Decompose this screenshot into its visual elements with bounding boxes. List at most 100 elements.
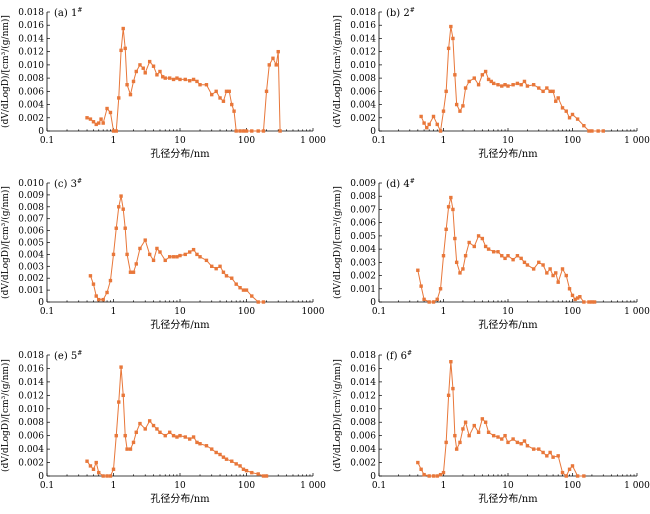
data-point <box>178 77 182 82</box>
data-point <box>119 194 123 198</box>
data-point <box>210 447 214 451</box>
y-axis-label: (dV/dLogD)/[cm³/(g/nm)] <box>332 15 343 128</box>
data-point <box>435 474 439 478</box>
data-point <box>500 437 504 441</box>
y-axis-label: (dV/dLogD)/[cm³/(g/nm)] <box>0 15 11 128</box>
x-tick-label: 10 <box>502 136 514 146</box>
x-tick-label: 100 <box>564 136 581 146</box>
data-point <box>453 433 457 438</box>
data-point <box>244 288 249 292</box>
y-tick-label: 0.016 <box>350 21 376 31</box>
x-tick-label: 0.1 <box>372 136 386 146</box>
data-point <box>451 207 455 212</box>
data-point <box>570 112 575 117</box>
data-point <box>567 116 572 120</box>
data-point <box>431 300 436 304</box>
data-point <box>506 84 510 88</box>
data-point <box>511 257 515 262</box>
data-point <box>131 440 136 445</box>
x-tick-label: 1 <box>111 307 117 317</box>
y-tick-label: 0.014 <box>350 34 376 44</box>
data-point <box>416 268 420 272</box>
data-point <box>188 437 192 441</box>
data-point <box>241 467 246 471</box>
data-point <box>515 254 520 258</box>
data-point <box>451 36 455 41</box>
data-point <box>163 258 167 263</box>
y-tick-label: 0.002 <box>350 272 376 282</box>
y-tick-label: 0.007 <box>18 215 44 225</box>
x-tick-label: 0.1 <box>372 307 386 317</box>
panel-label: (e) 5# <box>54 350 82 362</box>
data-point <box>151 423 156 428</box>
x-axis-label: 孔径分布/nm <box>150 492 210 505</box>
y-tick-label: 0.014 <box>18 34 44 44</box>
series-line <box>420 26 604 133</box>
data-point <box>188 79 192 83</box>
data-point <box>131 79 136 84</box>
y-tick-label: 0.010 <box>18 405 44 415</box>
data-point <box>438 472 443 477</box>
y-tick-label: 0.010 <box>350 405 376 415</box>
data-point <box>94 122 98 127</box>
data-point <box>451 386 455 391</box>
data-point <box>261 474 266 478</box>
data-point <box>143 427 147 431</box>
y-axis-label: (dV/dLogD)/[cm³/(g/nm)] <box>0 359 11 472</box>
data-point <box>486 430 491 435</box>
data-point <box>218 264 222 268</box>
data-point <box>422 297 426 302</box>
y-tick-label: 0.012 <box>350 48 376 58</box>
data-point <box>564 109 568 113</box>
data-point <box>191 77 196 82</box>
data-point <box>97 470 101 475</box>
y-tick-label: 0 <box>38 298 44 308</box>
y-tick-label: 0.002 <box>18 114 44 124</box>
y-tick-label: 0.004 <box>350 101 376 111</box>
data-point <box>454 447 459 451</box>
data-point <box>483 420 488 424</box>
y-tick-label: 0.012 <box>18 48 44 58</box>
data-point <box>224 89 229 94</box>
data-point <box>183 77 187 82</box>
y-tick-label: 0.004 <box>350 445 376 455</box>
data-point <box>163 76 167 80</box>
y-tick-label: 0.014 <box>18 378 44 388</box>
data-point <box>596 129 600 133</box>
data-point <box>250 129 254 133</box>
data-point <box>491 250 496 254</box>
data-point <box>564 474 568 478</box>
data-point <box>105 290 109 295</box>
chart-panel-5: 0.1 1 10 100 1 000 0 0.002 0.004 0.006 0.008 0.010… <box>0 350 326 505</box>
data-point <box>458 440 462 445</box>
data-point <box>556 280 560 284</box>
y-tick-label: 0.005 <box>18 239 44 249</box>
data-point <box>204 258 209 263</box>
data-point <box>221 99 226 103</box>
x-tick-label: 10 <box>174 307 186 317</box>
data-point <box>230 276 234 280</box>
x-tick-label: 0.1 <box>40 481 54 491</box>
y-tick-label: 0.002 <box>350 114 376 124</box>
data-point <box>256 300 260 304</box>
data-point <box>155 427 159 431</box>
x-tick-label: 1 000 <box>624 307 650 317</box>
y-tick-label: 0.007 <box>350 205 376 215</box>
data-point <box>435 122 439 127</box>
data-point <box>198 83 202 87</box>
data-point <box>91 120 96 124</box>
data-point <box>453 236 457 241</box>
data-point <box>522 79 527 84</box>
data-point <box>575 296 580 300</box>
y-tick-label: 0.005 <box>350 232 376 242</box>
data-point <box>141 66 145 70</box>
y-tick-label: 0.010 <box>18 61 44 71</box>
data-point <box>171 255 176 259</box>
data-point <box>458 271 462 275</box>
data-point <box>496 83 500 87</box>
data-point <box>250 470 254 475</box>
y-tick-label: 0.008 <box>18 418 44 428</box>
data-point <box>582 300 586 304</box>
data-point <box>204 444 209 448</box>
data-point <box>525 444 530 448</box>
